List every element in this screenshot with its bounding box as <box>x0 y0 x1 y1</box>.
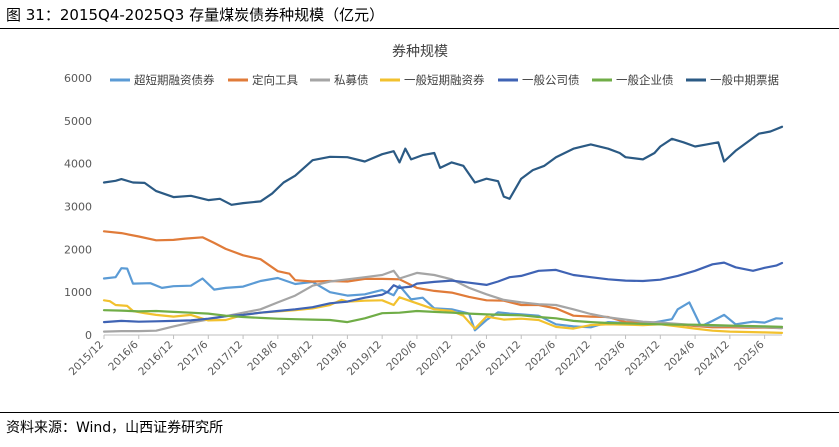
x-tick-label: 2015/12 <box>67 339 106 378</box>
x-tick-label: 2019/12 <box>345 339 384 378</box>
x-tick-label: 2016/12 <box>136 339 175 378</box>
series-line <box>102 296 784 334</box>
y-tick-label: 0 <box>85 329 92 342</box>
x-tick-label: 2025/6 <box>732 338 767 373</box>
x-tick-label: 2023/6 <box>593 338 628 373</box>
title-rule <box>0 28 839 29</box>
x-tick-label: 2024/12 <box>693 339 732 378</box>
legend-item: 定向工具 <box>228 73 298 87</box>
series-line <box>102 309 784 328</box>
y-tick-label: 6000 <box>64 72 92 85</box>
legend-item: 私募债 <box>310 73 369 87</box>
x-tick-label: 2017/6 <box>176 338 211 373</box>
legend-label: 超短期融资债券 <box>134 73 215 87</box>
x-tick-label: 2021/6 <box>454 338 489 373</box>
y-tick-label: 4000 <box>64 158 92 171</box>
chart: 券种规模 超短期融资债券 定向工具 私募债 一般短期融资券 一般公司债 一般企业债 一般中期… <box>64 44 784 378</box>
legend-label: 一般中期票据 <box>710 73 779 87</box>
legend-item: 一般短期融资券 <box>380 73 485 87</box>
y-tick-label: 3000 <box>64 201 92 214</box>
x-tick-label: 2016/6 <box>106 338 141 373</box>
x-tick-label: 2019/6 <box>315 338 350 373</box>
legend-item: 一般企业债 <box>592 73 674 87</box>
series-group <box>102 125 784 334</box>
legend-label: 一般企业债 <box>616 73 674 87</box>
legend-item: 超短期融资债券 <box>110 73 215 87</box>
legend-label: 一般公司债 <box>522 73 580 87</box>
x-tick-label: 2018/12 <box>275 339 314 378</box>
figure-title: 图 31：2015Q4-2025Q3 存量煤炭债券种规模（亿元） <box>6 6 385 24</box>
legend-label: 私募债 <box>334 73 369 87</box>
source-note: 资料来源：Wind，山西证券研究所 <box>6 420 224 436</box>
legend: 超短期融资债券 定向工具 私募债 一般短期融资券 一般公司债 一般企业债 一般中期票据 <box>110 73 779 87</box>
chart-title: 券种规模 <box>392 44 448 60</box>
legend-label: 一般短期融资券 <box>404 73 485 87</box>
source-rule <box>0 412 839 413</box>
x-tick-label: 2020/6 <box>384 338 419 373</box>
y-tick-label: 2000 <box>64 243 92 256</box>
x-tick-label: 2017/12 <box>206 339 245 378</box>
x-tick-label: 2024/6 <box>663 338 698 373</box>
series-line <box>102 269 784 333</box>
series-line <box>102 267 784 332</box>
legend-item: 一般中期票据 <box>686 73 779 87</box>
y-tick-label: 1000 <box>64 286 92 299</box>
y-tick-label: 5000 <box>64 115 92 128</box>
legend-label: 定向工具 <box>252 73 298 87</box>
x-tick-label: 2022/6 <box>524 338 559 373</box>
x-tick-label: 2022/12 <box>554 339 593 378</box>
x-tick-label: 2023/12 <box>623 339 662 378</box>
x-tick-label: 2021/12 <box>484 339 523 378</box>
x-tick-label: 2018/6 <box>245 338 280 373</box>
series-line <box>102 125 784 206</box>
x-tick-label: 2020/12 <box>414 339 453 378</box>
legend-item: 一般公司债 <box>498 73 580 87</box>
